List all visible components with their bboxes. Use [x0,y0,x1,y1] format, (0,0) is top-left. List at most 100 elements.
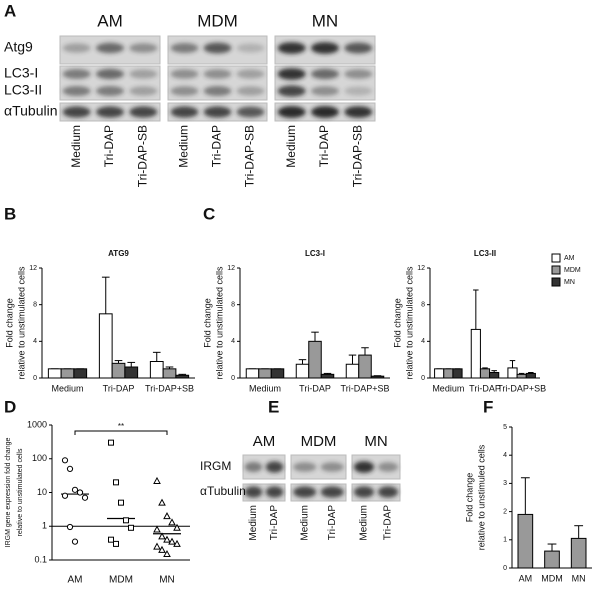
blot-group-label: AM [97,11,123,30]
y-axis-label: Fold change [202,298,212,348]
lane-label: Medium [177,125,191,168]
x-tick-label: Tri-DAP [103,383,135,393]
y-tick-label: 5 [503,424,507,431]
blot-band [170,43,199,53]
point [113,540,119,547]
bar [516,373,527,379]
blot-band [129,69,158,79]
legend-swatch [551,253,561,263]
blot-band [62,43,91,53]
y-tick-label: 100 [32,453,47,463]
y-tick-label: 3 [503,480,507,487]
point [81,494,89,501]
panel-label: B [4,204,16,223]
bar [320,373,335,379]
lane-label: Medium [284,125,298,168]
blot-row-label: LC3-II [4,82,42,98]
blot-row-label: IRGM [200,459,231,473]
blot-row-label: LC3-I [4,65,38,81]
bar [345,363,360,379]
point [168,537,176,545]
x-tick-label: MDM [109,575,133,586]
blot-band [62,106,91,118]
blot-band [236,106,265,118]
bar [175,374,190,379]
blot-band [277,42,306,54]
blot-band [244,462,263,472]
point [128,524,134,531]
blot-band [203,42,232,54]
blot-band [236,43,265,53]
blot-band [353,461,375,473]
x-tick-label: AM [68,575,83,586]
point [163,535,171,543]
bar [570,537,587,569]
y-tick-label: 0 [421,375,425,382]
legend-label: MN [564,279,575,286]
bar [525,372,536,379]
blot-row-label: αTubulin [4,103,58,119]
significance-label: ** [118,422,124,431]
lane-label: Tri-DAP [327,505,338,541]
bar [308,340,322,379]
x-tick-label: Medium [432,383,464,393]
bar [270,368,285,379]
y-tick-label: 0.1 [34,554,47,564]
x-tick-label: Tri-DAP+SB [497,383,546,393]
y-tick-label: 4 [503,452,507,459]
blot-band [170,86,199,96]
lane-label: Tri-DAP-SB [136,125,150,187]
y-tick-label: 8 [231,302,235,309]
point [118,499,124,506]
blot-band [170,106,199,118]
chart-title: ATG9 [108,249,129,258]
bar [295,363,310,379]
blot-group-label: MDM [197,11,238,30]
x-tick-label: MDM [541,573,563,583]
blot-band [311,42,339,54]
y-axis-label: Fold change [464,473,474,523]
legend-swatch [551,277,561,287]
point [158,498,166,506]
blot-band [96,68,124,80]
y-tick-label: 1 [503,537,507,544]
panel-label: C [203,204,215,223]
x-tick-label: Medium [249,383,281,393]
blot-band [320,486,344,498]
blot-row-label: Atg9 [4,39,33,55]
legend-swatch [551,265,561,275]
y-tick-label: 8 [421,302,425,309]
blot-band [96,42,124,54]
bar [370,375,385,379]
panel-label: E [268,397,279,416]
blot-band [96,106,124,118]
point [153,525,161,533]
point [76,489,84,496]
y-axis-label: relative to unstimulated cells [17,448,24,536]
point [113,479,119,486]
point [163,550,171,558]
x-tick-label: Tri-DAP+SB [341,383,390,393]
blot-band [170,69,199,79]
point [61,457,69,464]
blot-band [344,42,373,54]
y-axis-label: relative to unstimulated cells [16,266,26,380]
lane-label: Medium [69,125,83,168]
blot-group-label: MN [312,11,338,30]
blot-band [311,86,339,96]
point [108,439,114,446]
point [108,536,114,543]
bar [124,366,139,379]
x-tick-label: MN [572,573,586,583]
blot-band [265,486,284,498]
lane-label: Tri-DAP [269,505,280,541]
y-tick-label: 2 [503,508,507,515]
bar [162,368,177,379]
point [158,545,166,553]
blot-band [377,486,399,498]
point [173,523,181,531]
point [66,465,74,473]
blot-band [344,69,373,79]
legend-label: AM [564,255,575,262]
